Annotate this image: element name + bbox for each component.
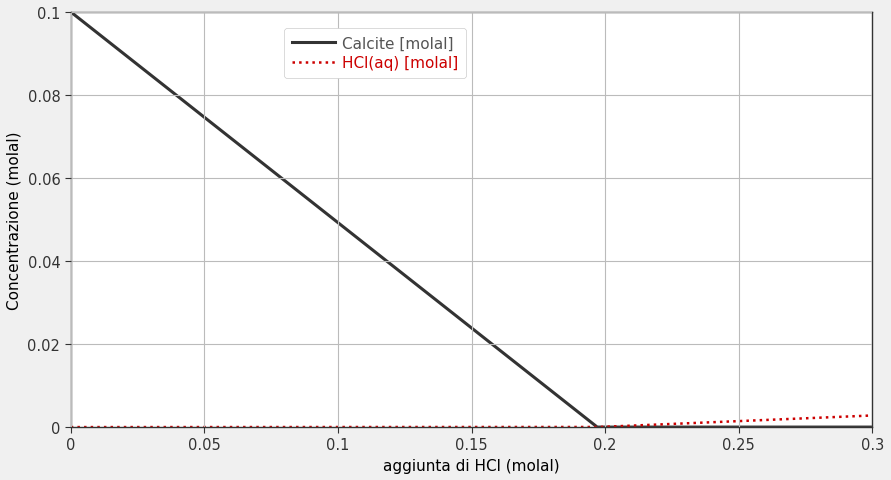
HCl(aq) [molal]: [867, 413, 878, 419]
Calcite [molal]: [587, 420, 598, 426]
Calcite [molal]: [664, 424, 674, 430]
HCl(aq) [molal]: [211, 424, 222, 430]
Y-axis label: Concentrazione (molal): Concentrazione (molal): [7, 131, 22, 309]
HCl(aq) [molal]: [65, 424, 76, 430]
Legend: Calcite [molal], HCl(aq) [molal]: Calcite [molal], HCl(aq) [molal]: [284, 29, 466, 79]
HCl(aq) [molal]: [546, 424, 557, 430]
Line: Calcite [molal]: Calcite [molal]: [70, 13, 872, 427]
X-axis label: aggiunta di HCl (molal): aggiunta di HCl (molal): [383, 458, 560, 473]
Calcite [molal]: [372, 251, 382, 257]
Line: HCl(aq) [molal]: HCl(aq) [molal]: [70, 416, 872, 427]
HCl(aq) [molal]: [587, 424, 598, 430]
HCl(aq) [molal]: [664, 421, 674, 427]
Calcite [molal]: [65, 10, 76, 16]
HCl(aq) [molal]: [372, 424, 382, 430]
HCl(aq) [molal]: [724, 419, 735, 424]
Calcite [molal]: [592, 424, 602, 430]
Calcite [molal]: [724, 424, 735, 430]
Calcite [molal]: [211, 125, 222, 131]
Calcite [molal]: [546, 388, 557, 394]
Calcite [molal]: [867, 424, 878, 430]
